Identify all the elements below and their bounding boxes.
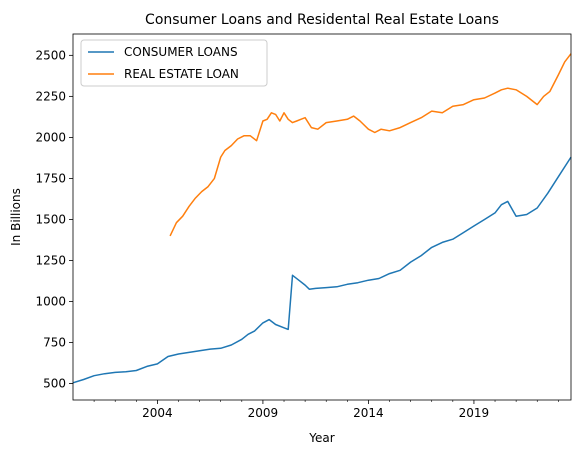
y-tick-label: 1000 <box>35 295 66 309</box>
x-tick-label: 2014 <box>353 406 384 420</box>
series-line-1 <box>169 53 572 237</box>
chart-title: Consumer Loans and Residental Real Estat… <box>145 12 499 28</box>
y-tick-label: 1750 <box>35 171 66 185</box>
legend-box <box>80 39 268 87</box>
x-axis-label: Year <box>308 431 334 445</box>
y-tick-label: 2000 <box>35 130 66 144</box>
y-axis-label: In Billions <box>9 188 23 246</box>
y-tick-label: 2250 <box>35 89 66 103</box>
x-tick-label: 2009 <box>248 406 279 420</box>
y-tick-label: 750 <box>43 336 66 350</box>
y-tick-label: 1250 <box>35 253 66 267</box>
x-tick-label: 2004 <box>142 406 173 420</box>
series-layer <box>72 53 572 384</box>
y-tick-label: 500 <box>43 377 66 391</box>
legend: CONSUMER LOANS REAL ESTATE LOAN <box>80 39 268 87</box>
legend-label-0: CONSUMER LOANS <box>124 45 238 59</box>
axis-ticks: 2004 2009 2014 2019 500 750 1000 1250 1500 1750 20… <box>35 48 559 420</box>
legend-label-1: REAL ESTATE LOAN <box>124 67 239 81</box>
series-line-0 <box>72 156 572 384</box>
y-tick-label: 1500 <box>35 212 66 226</box>
x-tick-label: 2019 <box>459 406 490 420</box>
y-tick-label: 2500 <box>35 48 66 62</box>
plot-frame <box>72 33 572 401</box>
